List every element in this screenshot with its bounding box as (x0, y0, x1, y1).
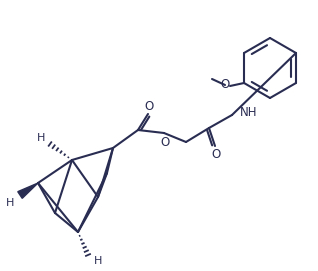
Text: H: H (37, 133, 45, 143)
Text: H: H (94, 256, 102, 266)
Text: O: O (144, 99, 154, 112)
Polygon shape (18, 183, 38, 198)
Text: H: H (6, 198, 14, 208)
Text: O: O (211, 149, 221, 162)
Text: NH: NH (240, 107, 258, 120)
Text: O: O (220, 79, 230, 92)
Text: O: O (160, 136, 169, 149)
